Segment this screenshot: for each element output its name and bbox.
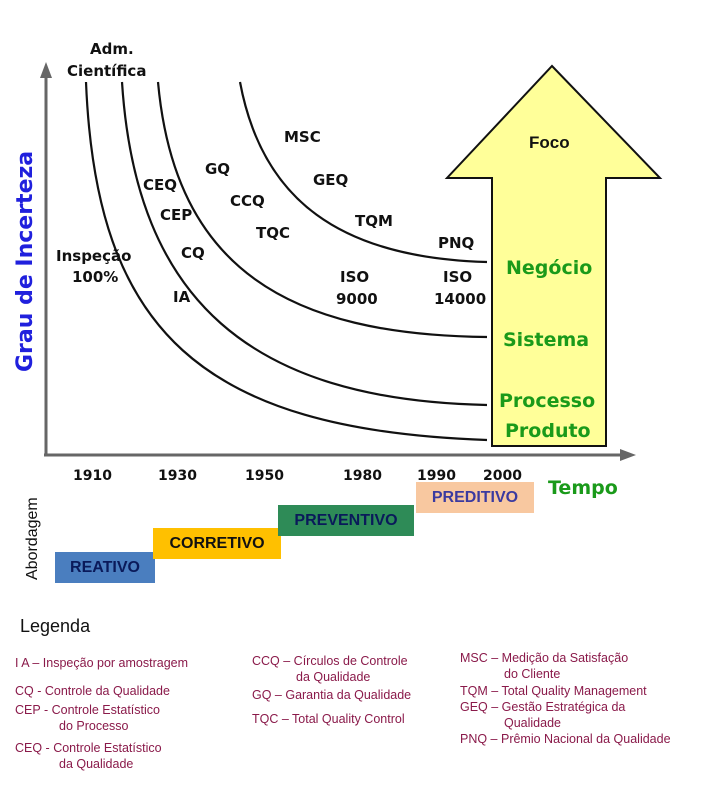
focus-level-sistema: Sistema bbox=[503, 329, 589, 351]
year-1980: 1980 bbox=[343, 468, 382, 484]
focus-level-produto: Produto bbox=[505, 420, 591, 442]
legend-ceq: CEQ - Controle Estatístico bbox=[15, 741, 162, 755]
approach-preditivo-label: PREDITIVO bbox=[431, 488, 519, 506]
label-gq: GQ bbox=[205, 160, 230, 178]
label-pnq: PNQ bbox=[438, 234, 474, 252]
legend-ccq: CCQ – Círculos de Controle bbox=[252, 654, 408, 668]
legend-gq: GQ – Garantia da Qualidade bbox=[252, 688, 412, 702]
legend-geq: GEQ – Gestão Estratégica da bbox=[460, 700, 626, 714]
label-geq: GEQ bbox=[313, 171, 348, 189]
focus-arrow bbox=[444, 64, 663, 447]
approach-corretivo: CORRETIVO bbox=[153, 528, 281, 559]
year-1950: 1950 bbox=[245, 468, 284, 484]
legend-title: Legenda bbox=[20, 616, 91, 636]
legend-cq: CQ - Controle da Qualidade bbox=[15, 684, 170, 698]
legend-col1: I A – Inspeção por amostragem CQ - Contr… bbox=[15, 655, 188, 772]
legend-geq-cont: Qualidade bbox=[504, 716, 561, 730]
label-iso9000-1: ISO bbox=[340, 268, 369, 286]
year-ticks: 1910 1930 1950 1980 1990 2000 bbox=[73, 468, 522, 484]
legend-cep-cont: do Processo bbox=[59, 719, 129, 733]
approach-preventivo-label: PREVENTIVO bbox=[294, 511, 398, 529]
curve-labels: Adm. Científica Inspeção 100% IA CQ CEP … bbox=[56, 40, 486, 308]
label-cq: CQ bbox=[181, 244, 205, 262]
label-iso9000-2: 9000 bbox=[336, 290, 378, 308]
label-msc: MSC bbox=[284, 128, 321, 146]
axes bbox=[44, 72, 625, 457]
curve-1 bbox=[84, 81, 488, 442]
label-cep: CEP bbox=[160, 206, 192, 224]
legend-ia: I A – Inspeção por amostragem bbox=[15, 656, 189, 670]
approach-corretivo-label: CORRETIVO bbox=[169, 534, 265, 552]
focus-level-processo: Processo bbox=[499, 390, 595, 412]
year-1990: 1990 bbox=[417, 468, 456, 484]
legend-col3: MSC – Medição da Satisfação do Cliente T… bbox=[460, 650, 671, 747]
curve-2 bbox=[120, 81, 488, 407]
year-2000: 2000 bbox=[483, 468, 522, 484]
legend-msc: MSC – Medição da Satisfação bbox=[460, 651, 629, 665]
curve-4 bbox=[238, 81, 488, 264]
legend-ccq-cont: da Qualidade bbox=[296, 670, 371, 684]
label-ia: IA bbox=[173, 288, 191, 306]
legend-msc-cont: do Cliente bbox=[504, 667, 561, 681]
label-adm-1: Adm. bbox=[90, 40, 134, 58]
label-tqc: TQC bbox=[256, 224, 290, 242]
x-axis-arrowhead bbox=[620, 449, 636, 461]
legend-ceq-cont: da Qualidade bbox=[59, 757, 134, 771]
focus-level-negocio: Negócio bbox=[506, 257, 592, 279]
year-1910: 1910 bbox=[73, 468, 112, 484]
y-axis-arrowhead bbox=[40, 62, 52, 78]
abordagem-label: Abordagem bbox=[24, 497, 41, 580]
legend-pnq: PNQ – Prêmio Nacional da Qualidade bbox=[460, 732, 671, 746]
y-axis-label: Grau de Incerteza bbox=[13, 151, 38, 372]
approach-reativo: REATIVO bbox=[55, 552, 155, 583]
label-adm-2: Científica bbox=[67, 62, 146, 80]
label-iso14000-1: ISO bbox=[443, 268, 472, 286]
legend-tqc: TQC – Total Quality Control bbox=[252, 712, 405, 726]
legend-cep: CEP - Controle Estatístico bbox=[15, 703, 160, 717]
label-tqm: TQM bbox=[355, 212, 393, 230]
legend-tqm: TQM – Total Quality Management bbox=[460, 684, 647, 698]
approach-preditivo: PREDITIVO bbox=[416, 482, 534, 513]
focus-title: Foco bbox=[529, 133, 570, 152]
label-iso14000-2: 14000 bbox=[434, 290, 486, 308]
approach-reativo-label: REATIVO bbox=[70, 558, 140, 576]
approach-preventivo: PREVENTIVO bbox=[278, 505, 414, 536]
legend-col2: CCQ – Círculos de Controle da Qualidade … bbox=[252, 653, 411, 727]
curves bbox=[84, 81, 488, 442]
label-inspecao-2: 100% bbox=[72, 268, 118, 286]
label-inspecao-1: Inspeção bbox=[56, 247, 131, 265]
year-1930: 1930 bbox=[158, 468, 197, 484]
x-axis-label: Tempo bbox=[548, 477, 618, 499]
curve-3 bbox=[156, 81, 488, 339]
label-ceq: CEQ bbox=[143, 176, 177, 194]
label-ccq: CCQ bbox=[230, 192, 265, 210]
